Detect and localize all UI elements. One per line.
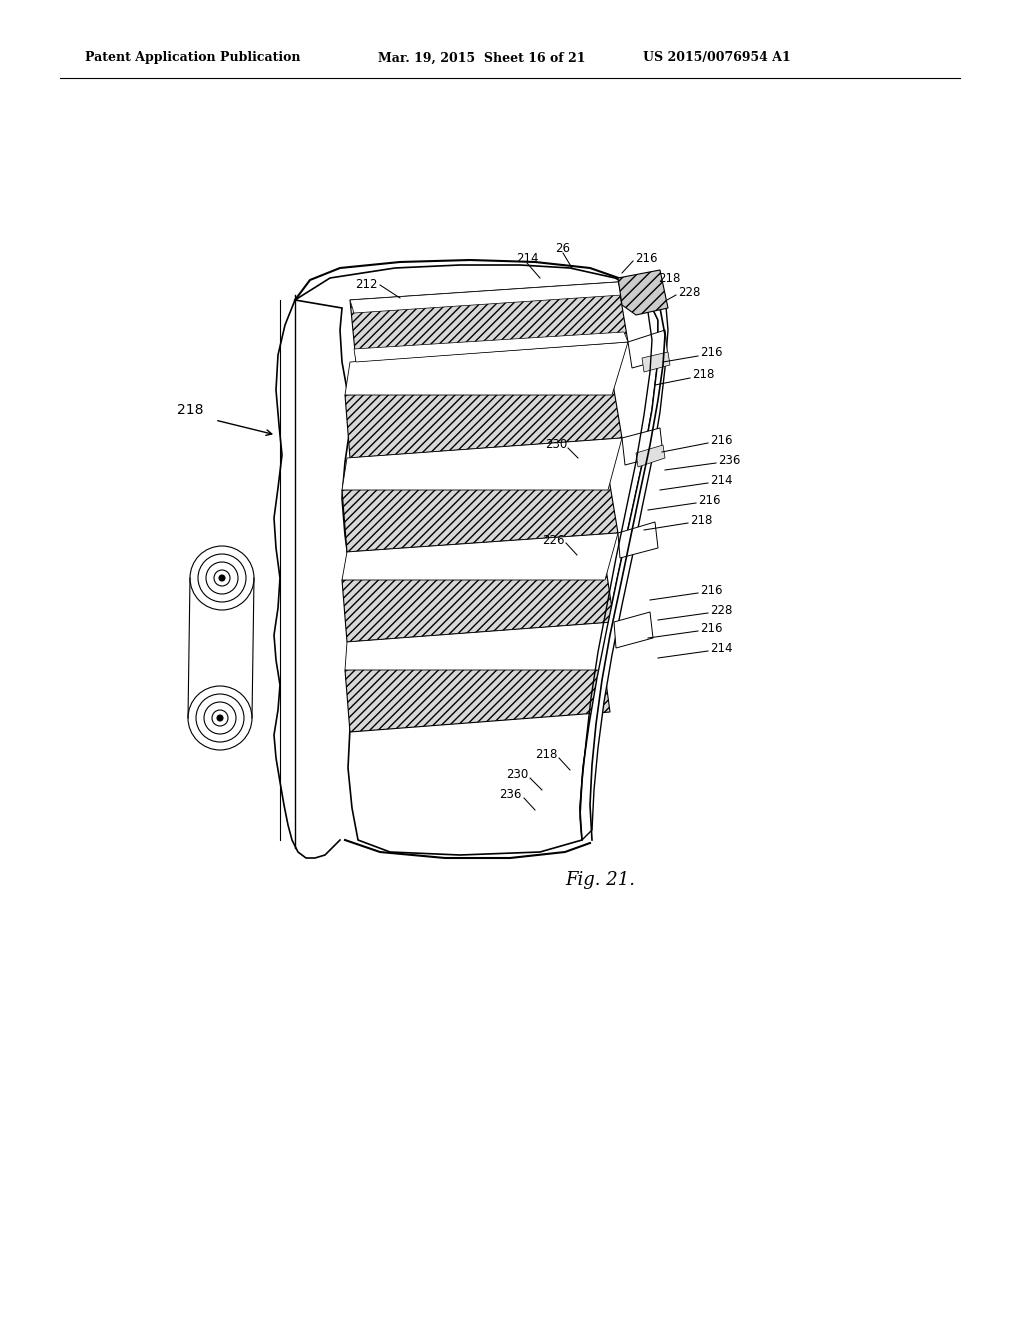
Polygon shape xyxy=(345,378,622,458)
Polygon shape xyxy=(345,652,610,733)
Text: 216: 216 xyxy=(698,494,721,507)
Text: 216: 216 xyxy=(700,622,723,635)
Polygon shape xyxy=(350,282,628,362)
Text: Mar. 19, 2015  Sheet 16 of 21: Mar. 19, 2015 Sheet 16 of 21 xyxy=(378,51,586,65)
Text: 218: 218 xyxy=(692,368,715,381)
Text: 214: 214 xyxy=(710,474,732,487)
Text: 228: 228 xyxy=(710,603,732,616)
Polygon shape xyxy=(628,330,668,368)
Circle shape xyxy=(217,715,223,721)
Polygon shape xyxy=(342,562,614,642)
Polygon shape xyxy=(618,521,658,558)
Polygon shape xyxy=(622,428,663,465)
Text: 228: 228 xyxy=(678,285,700,298)
Polygon shape xyxy=(354,333,628,362)
Text: 218: 218 xyxy=(536,748,558,762)
Polygon shape xyxy=(350,282,622,313)
Text: 212: 212 xyxy=(355,279,378,292)
Polygon shape xyxy=(345,342,628,395)
Polygon shape xyxy=(580,279,668,840)
Text: 216: 216 xyxy=(700,346,723,359)
Polygon shape xyxy=(295,265,658,855)
Polygon shape xyxy=(342,533,618,579)
Text: 26: 26 xyxy=(555,242,570,255)
Text: 216: 216 xyxy=(710,433,732,446)
Text: 226: 226 xyxy=(543,533,565,546)
Polygon shape xyxy=(618,271,668,315)
Polygon shape xyxy=(642,352,670,372)
Text: 218: 218 xyxy=(658,272,680,285)
Text: 218: 218 xyxy=(177,403,203,417)
Text: 230: 230 xyxy=(506,768,528,781)
Text: Fig. 21.: Fig. 21. xyxy=(565,871,635,888)
Text: 214: 214 xyxy=(516,252,539,264)
Polygon shape xyxy=(345,622,614,671)
Text: 230: 230 xyxy=(545,438,567,451)
Text: 236: 236 xyxy=(500,788,522,801)
Polygon shape xyxy=(636,445,665,467)
Polygon shape xyxy=(342,473,618,552)
Text: 236: 236 xyxy=(718,454,740,466)
Text: US 2015/0076954 A1: US 2015/0076954 A1 xyxy=(643,51,791,65)
Text: Patent Application Publication: Patent Application Publication xyxy=(85,51,300,65)
Polygon shape xyxy=(614,612,653,648)
Text: 218: 218 xyxy=(690,513,713,527)
Text: 216: 216 xyxy=(700,583,723,597)
Polygon shape xyxy=(342,438,622,490)
Circle shape xyxy=(219,576,225,581)
Text: 216: 216 xyxy=(635,252,657,264)
Text: 214: 214 xyxy=(710,642,732,655)
